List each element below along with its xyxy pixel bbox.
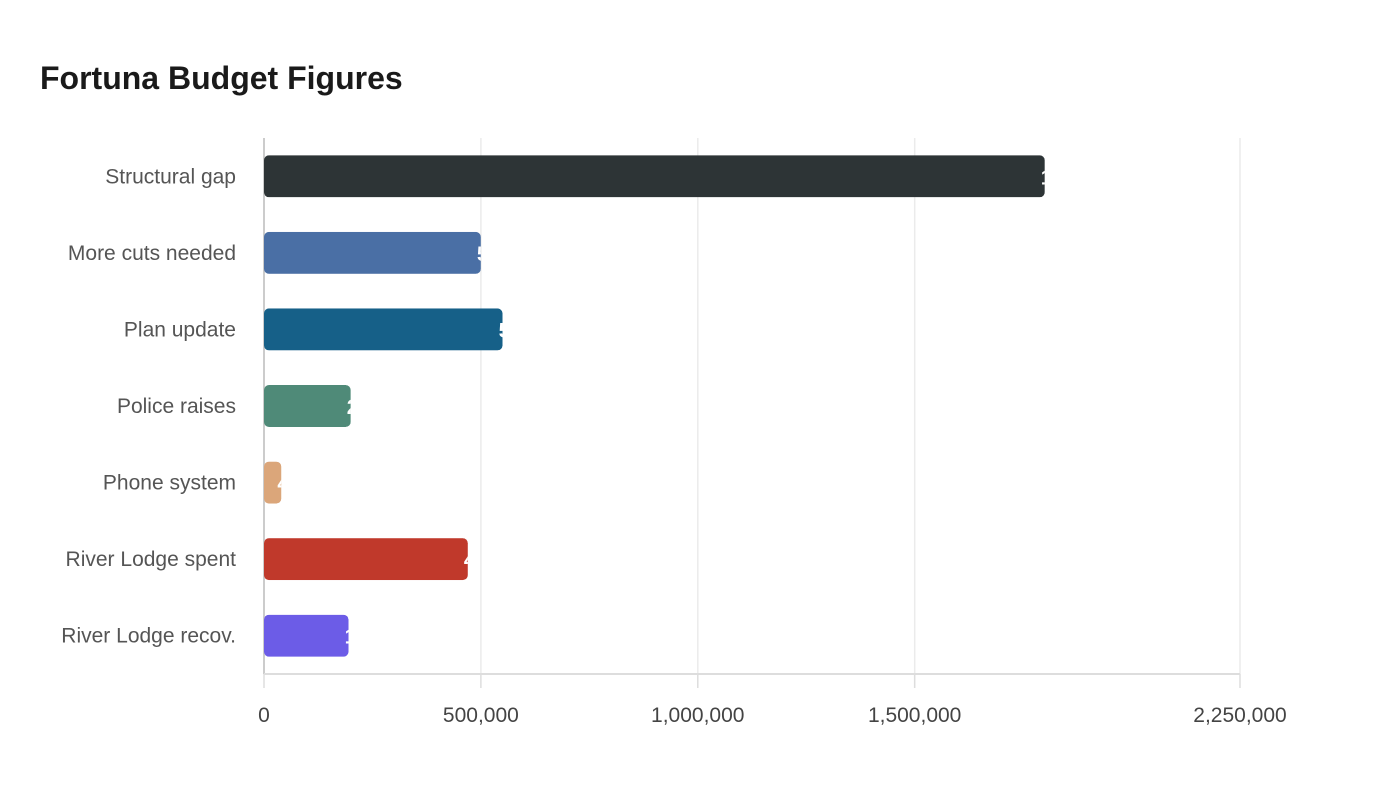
bar-value-label: 500,000 bbox=[477, 243, 553, 266]
bar-group: 1,800,000 bbox=[264, 155, 1134, 198]
chart-title: Fortuna Budget Figures bbox=[40, 60, 403, 96]
bar-group: 195,000 bbox=[264, 614, 421, 657]
bar-value-label: 1,800,000 bbox=[1041, 166, 1134, 189]
bar bbox=[264, 614, 349, 657]
bar-group: 500,000 bbox=[264, 231, 553, 274]
category-label: Structural gap bbox=[105, 165, 236, 188]
x-tick-label: 500,000 bbox=[443, 704, 519, 727]
category-label: Phone system bbox=[103, 472, 236, 495]
bar-group: 40,000 bbox=[264, 461, 341, 504]
category-label: More cuts needed bbox=[68, 242, 236, 265]
category-label: River Lodge recov. bbox=[61, 625, 236, 648]
bar bbox=[264, 385, 351, 427]
x-tick-label: 2,250,000 bbox=[1193, 704, 1286, 727]
bar bbox=[264, 231, 481, 274]
category-label: River Lodge spent bbox=[66, 548, 237, 571]
bar-value-label: 195,000 bbox=[345, 626, 421, 649]
x-tick-label: 1,500,000 bbox=[868, 704, 961, 727]
bar-value-label: 470,000 bbox=[464, 549, 540, 572]
bar bbox=[264, 538, 468, 581]
category-label: Police raises bbox=[117, 395, 236, 418]
category-label: Plan update bbox=[124, 318, 236, 341]
bar-group: 470,000 bbox=[264, 538, 540, 581]
bar bbox=[264, 308, 503, 351]
x-tick-label: 0 bbox=[258, 704, 270, 727]
bar-value-label: 40,000 bbox=[277, 473, 341, 496]
bar bbox=[264, 155, 1045, 198]
bar-group: 550,000 bbox=[264, 308, 575, 351]
bar-group: 200,000 bbox=[264, 385, 423, 427]
bar bbox=[264, 461, 282, 504]
x-tick-label: 1,000,000 bbox=[651, 704, 744, 727]
bar-value-label: 550,000 bbox=[499, 319, 575, 342]
bar-value-label: 200,000 bbox=[347, 396, 423, 419]
